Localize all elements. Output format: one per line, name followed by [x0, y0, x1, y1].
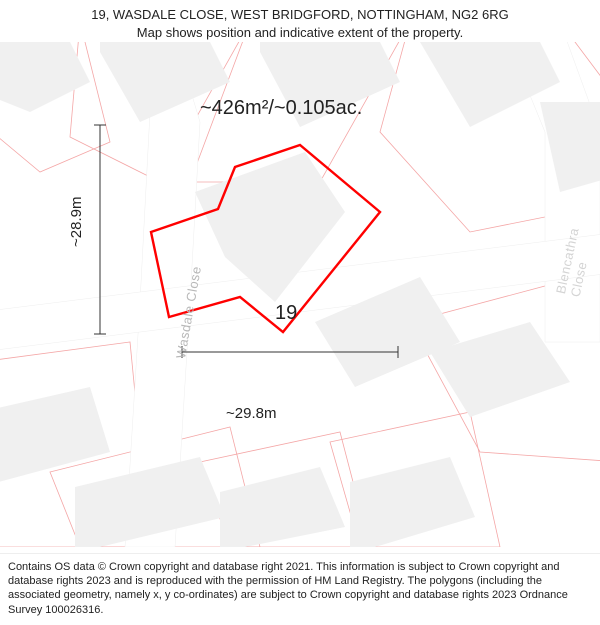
header: 19, WASDALE CLOSE, WEST BRIDGFORD, NOTTI… [0, 0, 600, 43]
dimension-vertical-label: ~28.9m [68, 197, 85, 247]
map-area: ~426m²/~0.105ac. 19 ~28.9m ~29.8m Wasdal… [0, 42, 600, 547]
subtitle-line: Map shows position and indicative extent… [10, 24, 590, 42]
dimension-horizontal-label: ~29.8m [226, 405, 276, 422]
area-label: ~426m²/~0.105ac. [200, 97, 362, 120]
address-line: 19, WASDALE CLOSE, WEST BRIDGFORD, NOTTI… [10, 6, 590, 24]
footer-copyright: Contains OS data © Crown copyright and d… [0, 553, 600, 625]
plot-number: 19 [275, 302, 297, 325]
